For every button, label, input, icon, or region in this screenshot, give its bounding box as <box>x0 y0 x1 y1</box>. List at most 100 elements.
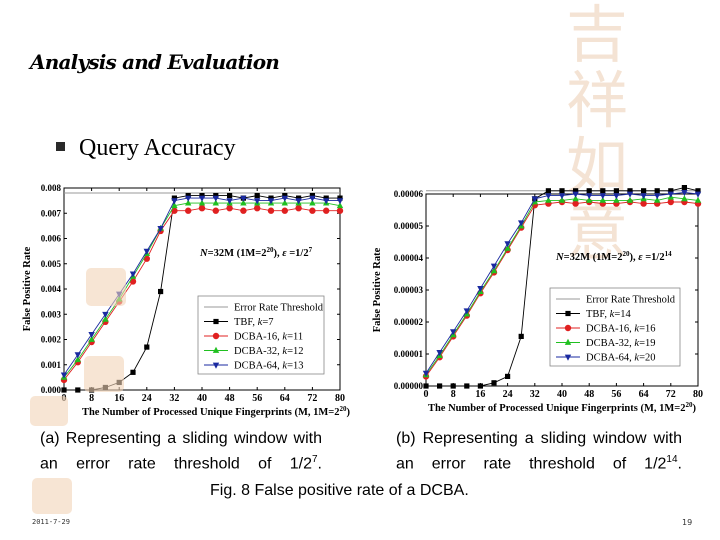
x-tick-label: 24 <box>142 393 152 404</box>
data-point <box>226 205 233 212</box>
x-tick-label: 16 <box>475 389 485 400</box>
data-point <box>573 188 579 194</box>
data-point <box>254 192 260 199</box>
caption-b-end: . <box>677 455 682 473</box>
data-point <box>323 207 330 214</box>
data-point <box>654 196 661 203</box>
legend-label-dcba64: DCBA-64, k=20 <box>586 353 656 364</box>
data-point <box>504 241 511 248</box>
y-tick-label: 0.008 <box>41 183 62 193</box>
bullet-query-accuracy: Query Accuracy <box>56 135 236 162</box>
data-point <box>129 271 137 278</box>
x-tick-label: 16 <box>114 393 124 404</box>
text-part: TBF, <box>586 309 610 320</box>
caption-b: (b) Representing a sliding window with a… <box>396 428 682 474</box>
data-point <box>157 226 164 233</box>
watermark-stamp <box>84 356 124 392</box>
data-point <box>171 201 178 209</box>
legend-label-tbf: TBF, k=7 <box>234 317 274 328</box>
data-point <box>185 195 192 202</box>
text-part: DCBA-32, <box>586 338 634 349</box>
data-point <box>668 188 674 194</box>
chart-annotation: N=32M (1M=220), ε =1/214 <box>555 250 672 263</box>
data-point <box>198 195 206 202</box>
data-point <box>130 369 136 375</box>
text-part: DCBA-16, <box>234 332 282 343</box>
legend-marker <box>212 332 220 340</box>
data-point <box>490 263 498 270</box>
bullet-text: Query Accuracy <box>79 135 236 161</box>
data-point <box>129 278 137 285</box>
text-part: k <box>634 324 639 335</box>
legend-marker <box>213 318 219 325</box>
text-part: 14 <box>665 250 673 258</box>
caption-a-text: (a) Representing a sliding window with a… <box>40 430 322 473</box>
y-tick-label: 0.00006 <box>394 189 424 199</box>
data-point <box>572 195 579 202</box>
data-point <box>450 329 457 336</box>
x-tick-label: 80 <box>693 389 703 400</box>
data-point <box>74 352 81 359</box>
data-point <box>613 196 620 203</box>
y-tick-label: 0.00002 <box>394 317 424 327</box>
text-part: ε <box>638 252 643 263</box>
text-part: N <box>555 252 564 263</box>
data-point <box>281 195 288 202</box>
caption-b-text: (b) Representing a sliding window with a… <box>396 430 682 473</box>
text-part: =14 <box>614 309 631 320</box>
data-point <box>450 383 456 389</box>
data-point <box>337 195 343 201</box>
slide-title: Analysis and Evaluation <box>30 50 280 74</box>
text-part: DCBA-64, <box>234 361 282 372</box>
data-point <box>641 188 647 194</box>
data-point <box>171 195 177 201</box>
x-tick-label: 64 <box>639 389 649 400</box>
data-point <box>198 199 206 206</box>
data-point <box>654 193 661 200</box>
data-point <box>491 380 497 386</box>
series-tbf <box>423 185 701 389</box>
data-point <box>586 196 593 203</box>
data-point <box>281 207 288 214</box>
text-part: 20 <box>686 401 694 409</box>
data-point <box>654 188 660 194</box>
x-tick-label: 40 <box>197 393 207 404</box>
data-point <box>226 198 233 205</box>
text-part: k <box>282 361 287 372</box>
y-tick-label: 0.001 <box>41 360 62 370</box>
text-part: The Number of Processed Unique Fingerpri… <box>82 407 340 418</box>
data-point <box>198 205 206 212</box>
data-point <box>422 370 430 377</box>
text-part: =1/2 <box>287 248 309 259</box>
data-point <box>477 383 483 389</box>
decorative-calligraphy: 吉祥如意 <box>555 2 720 266</box>
legend-label-threshold: Error Rate Threshold <box>586 295 676 306</box>
data-point <box>240 207 247 214</box>
data-point <box>627 188 633 194</box>
data-point <box>423 383 429 389</box>
legend-marker <box>565 310 571 317</box>
text-part: =13 <box>287 361 303 372</box>
data-point <box>158 288 164 295</box>
data-point <box>336 198 344 205</box>
text-part: 20 <box>623 250 631 258</box>
text-part: 7 <box>309 246 313 254</box>
text-part: =1/2 <box>643 252 665 263</box>
data-point <box>667 191 674 198</box>
data-point <box>309 199 316 206</box>
x-tick-label: 56 <box>252 393 262 404</box>
data-point <box>227 192 233 199</box>
data-point <box>518 220 525 227</box>
x-tick-label: 32 <box>169 393 179 404</box>
data-point <box>254 198 261 205</box>
x-tick-label: 40 <box>557 389 567 400</box>
x-tick-label: 8 <box>89 393 94 404</box>
legend-label-tbf: TBF, k=14 <box>586 309 632 320</box>
data-point <box>681 185 687 191</box>
y-tick-label: 0.00004 <box>394 253 424 263</box>
x-tick-label: 48 <box>584 389 594 400</box>
text-part: ) <box>693 403 697 414</box>
data-point <box>464 383 470 389</box>
data-point <box>88 335 95 342</box>
